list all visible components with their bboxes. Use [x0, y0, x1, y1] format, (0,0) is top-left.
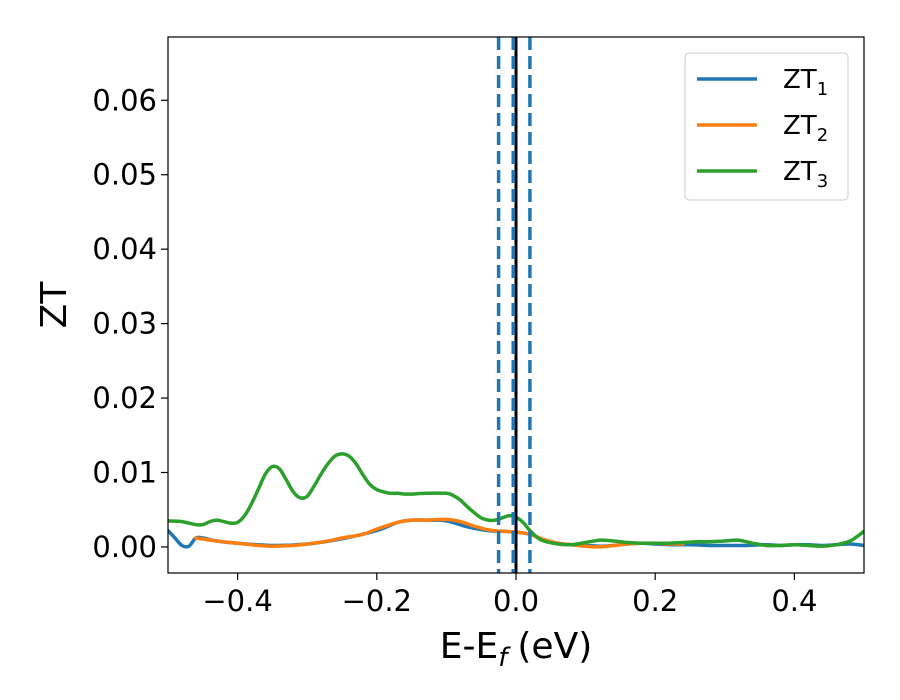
x-tick-label: 0.4	[771, 584, 817, 618]
y-tick-label: 0.02	[92, 381, 157, 415]
y-tick-label: 0.01	[92, 456, 157, 490]
x-axis-label: E-Ef (eV)	[440, 626, 593, 673]
y-tick-label: 0.04	[92, 232, 157, 266]
y-tick-label: 0.06	[92, 83, 157, 117]
x-tick-label: 0.2	[632, 584, 678, 618]
x-axis-ticks: −0.4 −0.2 0.0 0.2 0.4	[202, 573, 817, 618]
y-tick-label: 0.00	[92, 530, 157, 564]
x-tick-label: −0.4	[202, 584, 272, 618]
reference-lines	[496, 37, 532, 573]
x-tick-label: −0.2	[342, 584, 412, 618]
legend-label-zt3: ZT3	[783, 157, 828, 192]
y-axis-ticks: 0.00 0.01 0.02 0.03 0.04 0.05 0.06	[92, 83, 168, 564]
legend-label-zt2: ZT2	[783, 111, 828, 146]
series-layer	[168, 452, 864, 549]
y-axis-label: ZT	[34, 281, 75, 329]
x-tick-label: 0.0	[493, 584, 539, 618]
y-tick-label: 0.03	[92, 307, 157, 341]
legend-items: ZT1 ZT2 ZT3	[697, 65, 828, 192]
series-line-zt3	[168, 452, 864, 548]
legend-label-zt1: ZT1	[783, 65, 828, 100]
series-line-zt2	[194, 517, 685, 549]
y-tick-label: 0.05	[92, 158, 157, 192]
x-axis-label-unit: (eV)	[517, 626, 592, 667]
legend: ZT1 ZT2 ZT3	[684, 52, 849, 201]
legend-box	[684, 52, 849, 201]
